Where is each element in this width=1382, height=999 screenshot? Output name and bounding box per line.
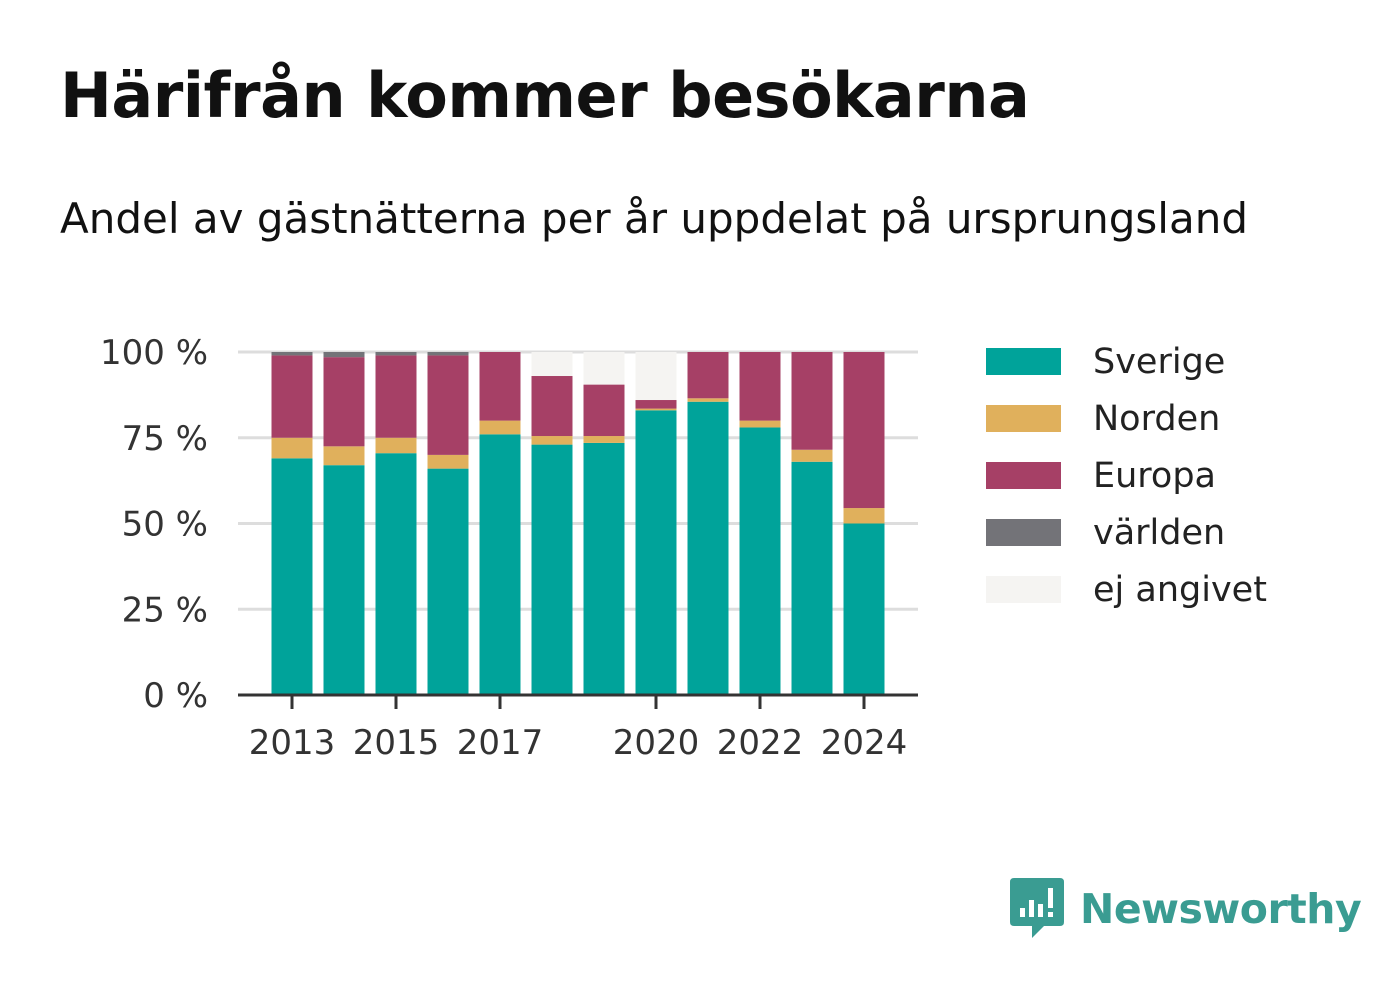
bar-2019-Europa xyxy=(583,384,625,437)
bar-2022-Sverige xyxy=(739,427,781,695)
bar-2024-Europa xyxy=(843,352,885,509)
bar-2019-Sverige xyxy=(583,442,625,695)
bar-2023-Europa xyxy=(791,352,833,450)
x-tick-label: 2024 xyxy=(821,723,908,763)
bar-2015-Norden xyxy=(375,437,417,454)
bar-2013-Sverige xyxy=(271,458,313,695)
bar-2021-Norden xyxy=(687,398,729,402)
bar-2023-Sverige xyxy=(791,461,833,695)
legend-label: Norden xyxy=(1093,398,1221,439)
legend-item: världen xyxy=(986,504,1267,561)
bar-2018-Europa xyxy=(531,376,573,437)
bar-2022-Norden xyxy=(739,420,781,428)
bar-2018-Norden xyxy=(531,436,573,445)
y-tick-label: 25 % xyxy=(122,590,208,630)
x-tick-label: 2015 xyxy=(353,723,440,763)
legend: Sverige Norden Europa världen ej angivet xyxy=(986,333,1267,618)
speech-bubble-bar-chart-icon xyxy=(1010,878,1064,938)
chart-subtitle: Andel av gästnätterna per år uppdelat på… xyxy=(60,194,1248,243)
bar-2015-världen xyxy=(375,352,417,356)
bar-2014-världen xyxy=(323,352,365,358)
bar-2018-Sverige xyxy=(531,444,573,695)
bar-2020-ej-angivet xyxy=(635,352,677,401)
legend-label: Sverige xyxy=(1093,341,1226,382)
y-tick-label: 100 % xyxy=(100,333,208,373)
bar-2017-Sverige xyxy=(479,434,521,695)
legend-label: världen xyxy=(1093,512,1226,553)
bar-2016-Sverige xyxy=(427,468,469,695)
bar-2013-Norden xyxy=(271,437,313,459)
bar-2017-Norden xyxy=(479,420,521,435)
bar-2013-Europa xyxy=(271,355,313,438)
bar-2020-Europa xyxy=(635,400,677,409)
y-axis-ticks: 0 % 25 % 50 % 75 % 100 % xyxy=(100,333,208,716)
x-axis-ticks: 2013 2015 2017 2020 2022 2024 xyxy=(249,695,908,763)
bar-2014-Norden xyxy=(323,446,365,466)
bar-2021-Europa xyxy=(687,352,729,399)
bar-2014-Europa xyxy=(323,357,365,447)
x-tick-label: 2020 xyxy=(613,723,700,763)
bar-2015-Sverige xyxy=(375,453,417,695)
y-tick-label: 0 % xyxy=(143,676,208,716)
bar-2013-världen xyxy=(271,352,313,356)
bar-2017-Europa xyxy=(479,352,521,421)
legend-label: Europa xyxy=(1093,455,1216,496)
legend-item: Norden xyxy=(986,390,1267,447)
bars xyxy=(271,352,885,695)
bar-2016-Europa xyxy=(427,355,469,455)
bar-2016-Norden xyxy=(427,454,469,469)
bar-2024-Sverige xyxy=(843,523,885,695)
newsworthy-logo: Newsworthy xyxy=(1010,878,1362,940)
bar-2019-Norden xyxy=(583,436,625,443)
bar-2023-Norden xyxy=(791,449,833,462)
y-tick-label: 75 % xyxy=(122,419,208,459)
legend-swatch xyxy=(986,348,1061,375)
y-tick-label: 50 % xyxy=(122,505,208,545)
legend-swatch xyxy=(986,519,1061,546)
bar-2022-Europa xyxy=(739,352,781,421)
legend-swatch xyxy=(986,462,1061,489)
legend-item: Europa xyxy=(986,447,1267,504)
chart-title: Härifrån kommer besökarna xyxy=(60,59,1030,132)
bar-2024-Norden xyxy=(843,508,885,524)
legend-item: ej angivet xyxy=(986,561,1267,618)
legend-swatch xyxy=(986,405,1061,432)
bar-2018-ej-angivet xyxy=(531,352,573,377)
legend-swatch xyxy=(986,576,1061,603)
legend-item: Sverige xyxy=(986,333,1267,390)
bar-2020-Norden xyxy=(635,408,677,411)
bar-2016-världen xyxy=(427,352,469,356)
bar-2015-Europa xyxy=(375,355,417,438)
x-tick-label: 2013 xyxy=(249,723,336,763)
logo-text: Newsworthy xyxy=(1080,885,1362,933)
legend-label: ej angivet xyxy=(1093,569,1267,610)
x-tick-label: 2022 xyxy=(717,723,804,763)
bar-2020-Sverige xyxy=(635,410,677,695)
bar-2019-ej-angivet xyxy=(583,352,625,385)
bar-2014-Sverige xyxy=(323,465,365,695)
bar-2021-Sverige xyxy=(687,401,729,695)
x-tick-label: 2017 xyxy=(457,723,544,763)
